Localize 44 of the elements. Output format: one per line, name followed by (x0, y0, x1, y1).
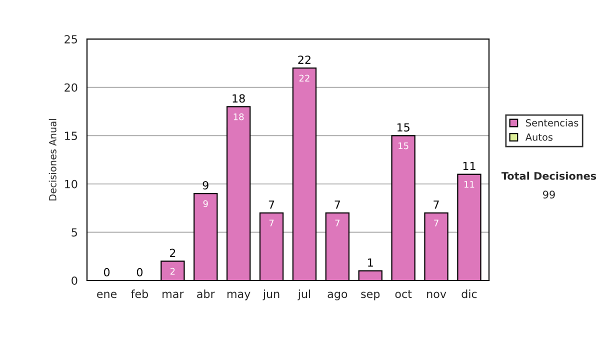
y-tick-label: 0 (72, 276, 78, 285)
x-tick-label: nov (427, 292, 446, 298)
y-tick-label: 10 (65, 180, 78, 188)
data-label: 11 (464, 181, 474, 188)
x-tick-label: ene (97, 292, 117, 298)
data-label: 9 (203, 200, 208, 208)
y-tick-label: 25 (64, 35, 77, 44)
y-tick-label: 20 (64, 83, 78, 92)
total-label: 0 (104, 268, 110, 276)
data-label: 7 (269, 220, 274, 226)
total-label: 0 (136, 268, 143, 276)
data-label: 22 (299, 74, 310, 82)
y-tick-label: 5 (72, 228, 77, 237)
text: 99 (543, 190, 555, 199)
x-tick-label: may (227, 292, 250, 300)
x-tick-label: jul (298, 290, 310, 300)
legend-label: Autos (525, 134, 553, 141)
data-label: 2 (170, 268, 175, 275)
text: Total Decisiones (501, 172, 596, 180)
total-label: 9 (202, 181, 208, 190)
y-axis-title: Decisiones Anual (48, 119, 56, 200)
total-label: 18 (232, 94, 245, 103)
legend-label: Sentencias (526, 118, 578, 127)
x-tick-label: ago (328, 292, 348, 300)
x-tick-label: jun (262, 290, 280, 300)
total-label: 22 (298, 56, 310, 64)
y-tick-label: 15 (65, 132, 77, 140)
x-tick-label: feb (131, 290, 148, 298)
data-label: 7 (335, 220, 340, 226)
x-tick-label: dic (462, 290, 477, 298)
total-label: 11 (463, 162, 476, 170)
x-tick-label: mar (162, 292, 184, 298)
x-tick-label: oct (395, 290, 412, 298)
total-label: 15 (397, 123, 410, 132)
total-label: 7 (434, 200, 439, 209)
total-label: 7 (268, 200, 274, 209)
data-label: 7 (434, 220, 438, 226)
data-label: 15 (398, 142, 408, 150)
total-label: 7 (334, 200, 340, 209)
data-label: 18 (234, 113, 244, 120)
total-label: 2 (170, 248, 176, 257)
total-label: 1 (368, 258, 373, 267)
x-tick-label: sep (361, 292, 380, 300)
x-tick-label: abr (197, 290, 215, 298)
